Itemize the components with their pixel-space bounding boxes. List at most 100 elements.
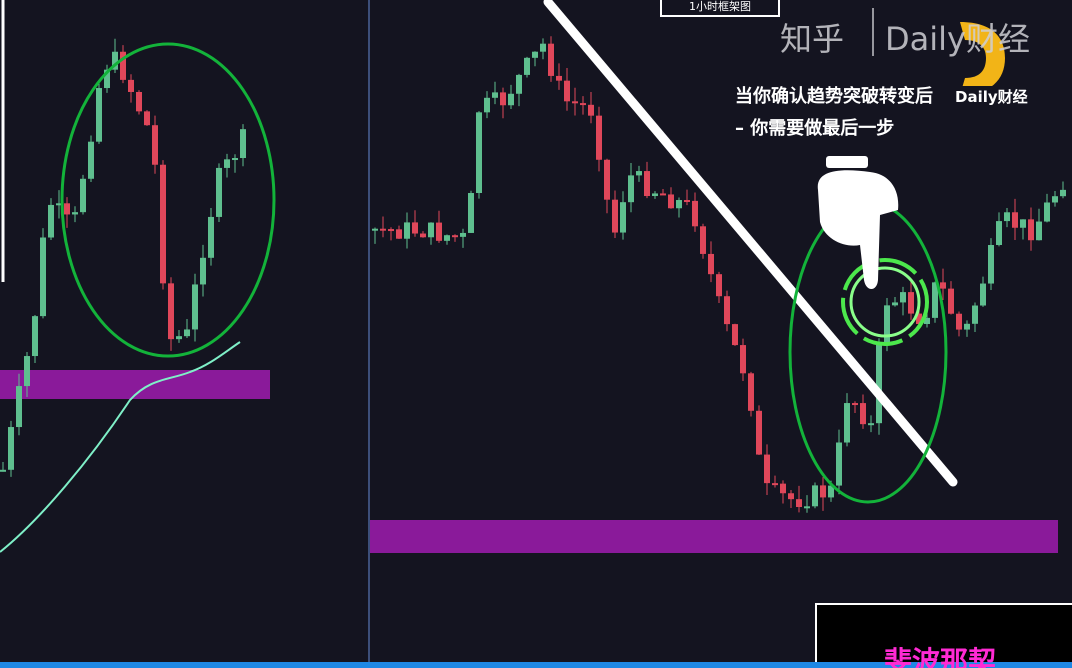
candle-body: [0, 469, 6, 472]
candle-body: [216, 167, 222, 217]
candle-body: [964, 323, 970, 330]
candle-body: [104, 69, 110, 89]
candle-body: [508, 93, 514, 106]
candle-body: [924, 317, 930, 325]
candle-body: [788, 493, 794, 500]
candle-body: [604, 159, 610, 200]
candle-body: [412, 222, 418, 234]
candle-body: [96, 88, 102, 142]
candle-body: [540, 43, 546, 52]
candle-body: [1020, 219, 1026, 228]
candle-body: [996, 221, 1002, 246]
candle-body: [396, 229, 402, 239]
candle-body: [112, 51, 118, 70]
candle-body: [452, 235, 458, 238]
candle-body: [1044, 202, 1050, 222]
candle-body: [820, 485, 826, 498]
candle-body: [160, 164, 166, 284]
candle-body: [1028, 219, 1034, 241]
pointing-hand: [817, 156, 899, 289]
candle-body: [868, 423, 874, 426]
candle-body: [980, 283, 986, 306]
candle-body: [916, 313, 922, 325]
candle-body: [428, 222, 434, 238]
candle-body: [812, 485, 818, 507]
footer-box: [815, 603, 1072, 668]
candle-body: [460, 232, 466, 237]
support-zone: [370, 520, 1058, 553]
channel-logo: [960, 22, 1005, 95]
candle-body: [208, 216, 214, 258]
candle-body: [876, 343, 882, 424]
candle-body: [144, 111, 150, 126]
candle-body: [748, 373, 754, 411]
candle-body: [668, 194, 674, 209]
candle-body: [48, 204, 54, 238]
candle-body: [468, 193, 474, 233]
candle-body: [908, 292, 914, 314]
caption-line: – 你需要做最后一步: [735, 118, 895, 139]
candle-body: [988, 245, 994, 284]
candle-body: [932, 282, 938, 318]
candle-body: [192, 284, 198, 330]
candle-body: [372, 228, 378, 231]
candle-body: [692, 200, 698, 227]
trend-line: [543, 0, 958, 487]
footer-label: 斐波那契: [884, 645, 997, 668]
candle-body: [380, 228, 386, 231]
candle-body: [724, 296, 730, 325]
candle-body: [240, 129, 246, 159]
candle-body: [628, 175, 634, 203]
candle-body: [772, 483, 778, 486]
candle-body: [636, 171, 642, 176]
candle-body: [796, 499, 802, 508]
watermark-divider: [872, 8, 874, 56]
candle-body: [804, 506, 810, 509]
candle-body: [572, 101, 578, 104]
candle-body: [708, 253, 714, 275]
candle-body: [548, 43, 554, 76]
candle-body: [676, 200, 682, 209]
candle-body: [1036, 221, 1042, 241]
candle-body: [884, 305, 890, 344]
candle-body: [764, 454, 770, 484]
candle-body: [564, 80, 570, 102]
candle-body: [556, 75, 562, 81]
chart-title: 1小时框架图: [689, 0, 751, 13]
watermark-channel: Daily财经: [885, 20, 1030, 58]
candle-body: [136, 91, 142, 112]
candle-body: [176, 336, 182, 340]
candle-body: [700, 226, 706, 254]
candle-body: [128, 79, 134, 92]
candle-body: [56, 203, 62, 206]
candle-body: [596, 115, 602, 160]
candle-body: [948, 288, 954, 314]
candle-body: [660, 193, 666, 196]
progress-bar: [0, 662, 1072, 668]
candle-body: [860, 403, 866, 425]
candle-body: [72, 212, 78, 215]
candle-body: [956, 313, 962, 330]
candle-body: [852, 403, 858, 406]
caption-line: 当你确认趋势突破转变后: [735, 86, 933, 107]
caption-badge: Daily财经: [955, 86, 1028, 107]
candle-body: [580, 103, 586, 106]
title-box: [660, 0, 780, 17]
candle-body: [532, 51, 538, 58]
candle-body: [500, 92, 506, 106]
candle-body: [484, 97, 490, 113]
candle-body: [8, 427, 14, 470]
candle-body: [88, 141, 94, 179]
candle-body: [120, 51, 126, 80]
candle-body: [420, 233, 426, 238]
breakout-ring: [841, 258, 929, 346]
candle-body: [716, 274, 722, 297]
breakout-ring: [849, 266, 921, 338]
candle-body: [200, 257, 206, 285]
candle-body: [940, 282, 946, 289]
watermark-site: 知乎: [780, 20, 845, 58]
candle-body: [836, 442, 842, 486]
candle-body: [644, 171, 650, 197]
candle-body: [404, 222, 410, 239]
